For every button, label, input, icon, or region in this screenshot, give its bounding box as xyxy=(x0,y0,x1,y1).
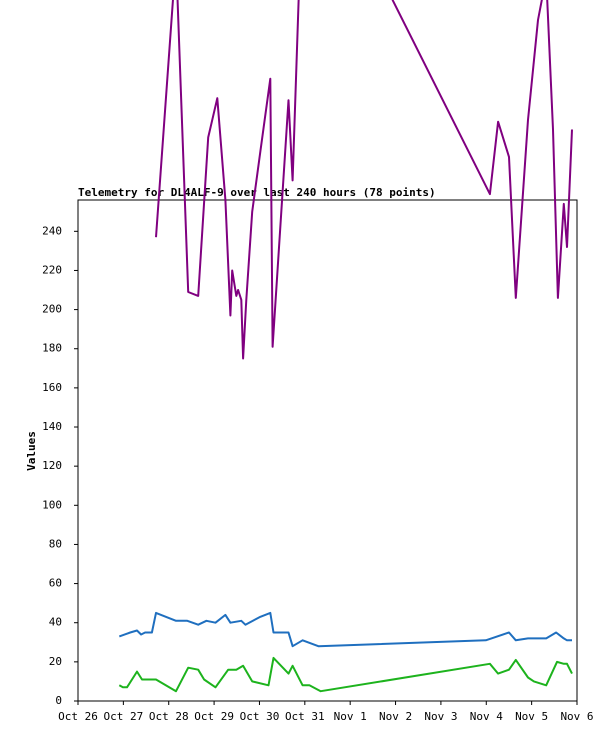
y-tick-label: 180 xyxy=(42,342,62,355)
x-tick-label: Nov 1 xyxy=(334,710,367,723)
x-tick-label: Nov 3 xyxy=(424,710,457,723)
y-tick-label: 220 xyxy=(42,263,62,276)
y-tick-label: 60 xyxy=(49,577,62,590)
x-tick-label: Nov 2 xyxy=(379,710,412,723)
y-tick-label: 120 xyxy=(42,459,62,472)
chart-title: Telemetry for DL4ALF-9 over last 240 hou… xyxy=(78,186,436,199)
series-line xyxy=(155,0,573,360)
x-tick-label: Nov 5 xyxy=(515,710,548,723)
series-line xyxy=(118,656,573,693)
y-tick-label: 100 xyxy=(42,498,62,511)
y-tick-label: 40 xyxy=(49,616,62,629)
y-tick-label: 160 xyxy=(42,381,62,394)
y-tick-label: 200 xyxy=(42,303,62,316)
x-tick-label: Oct 31 xyxy=(285,710,325,723)
y-axis-label: Values xyxy=(25,431,38,471)
series-line xyxy=(118,611,572,648)
y-tick-label: 80 xyxy=(49,537,62,550)
x-tick-label: Oct 27 xyxy=(103,710,143,723)
y-tick-label: 240 xyxy=(42,224,62,237)
y-tick-label: 0 xyxy=(55,694,62,707)
plot-frame xyxy=(77,199,578,702)
x-tick-label: Nov 6 xyxy=(560,710,593,723)
x-tick-label: Oct 30 xyxy=(240,710,280,723)
x-tick-label: Oct 26 xyxy=(58,710,98,723)
x-tick-label: Nov 4 xyxy=(470,710,503,723)
x-tick-label: Oct 28 xyxy=(149,710,189,723)
y-tick-label: 20 xyxy=(49,655,62,668)
x-tick-label: Oct 29 xyxy=(194,710,234,723)
y-tick-label: 140 xyxy=(42,420,62,433)
